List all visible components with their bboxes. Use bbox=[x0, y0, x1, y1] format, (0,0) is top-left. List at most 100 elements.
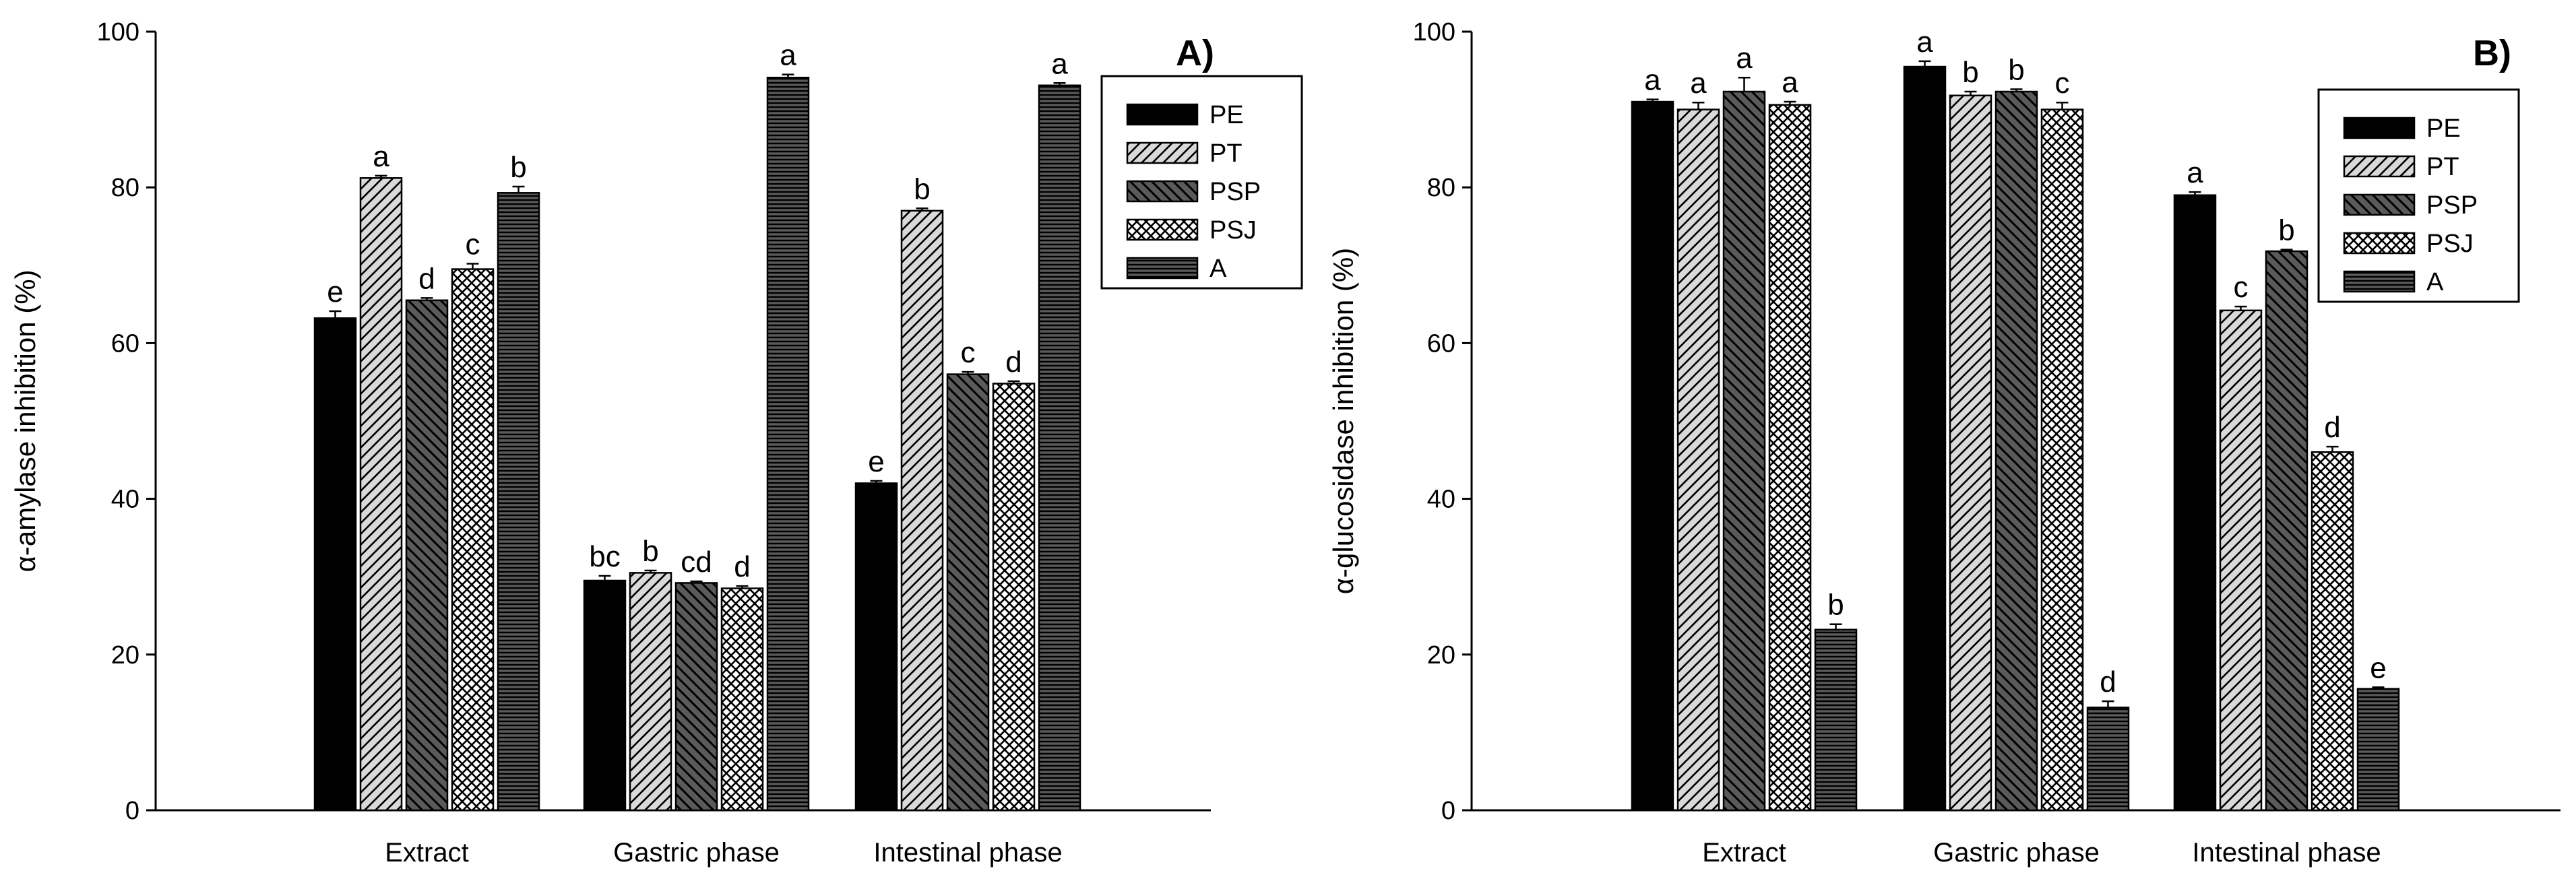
y-tick-label: 100 bbox=[1413, 18, 1455, 46]
bar-PSJ-0 bbox=[1768, 104, 1812, 812]
legend-label-PSJ: PSJ bbox=[1210, 216, 1257, 244]
x-tick-label: Extract bbox=[1702, 838, 1786, 868]
legend-swatch-A bbox=[2343, 270, 2416, 293]
y-axis-label: α-amylase inhibition (%) bbox=[9, 269, 41, 572]
significance-letter: c bbox=[961, 336, 976, 369]
significance-letter: b bbox=[642, 535, 658, 568]
significance-letter: e bbox=[2370, 651, 2386, 684]
bar-PSP-0 bbox=[405, 299, 449, 812]
y-tick-label: 20 bbox=[111, 641, 139, 670]
bar-PT-2 bbox=[2219, 309, 2263, 812]
legend-label-PE: PE bbox=[2426, 115, 2461, 143]
significance-letter: a bbox=[1690, 67, 1707, 100]
legend-label-PSP: PSP bbox=[1210, 178, 1261, 206]
significance-letter: a bbox=[1916, 26, 1933, 59]
significance-letter: b bbox=[1827, 589, 1844, 622]
bar-PE-1 bbox=[583, 579, 627, 812]
significance-letter: d bbox=[2100, 665, 2116, 698]
significance-letter: a bbox=[2187, 156, 2203, 189]
bar-PE-0 bbox=[313, 317, 357, 812]
bar-PSP-2 bbox=[2265, 250, 2308, 812]
x-tick-label: Intestinal phase bbox=[873, 838, 1062, 868]
x-tick-label: Extract bbox=[385, 838, 468, 868]
panel-label: B) bbox=[2473, 33, 2511, 73]
bar-PSP-2 bbox=[946, 373, 990, 812]
bar-PSP-0 bbox=[1722, 90, 1766, 812]
y-tick-label: 0 bbox=[125, 797, 139, 825]
x-tick-label: Gastric phase bbox=[613, 838, 780, 868]
legend-label-PT: PT bbox=[2426, 153, 2459, 181]
bar-A-1 bbox=[2086, 707, 2130, 812]
y-tick-label: 100 bbox=[97, 18, 139, 46]
bar-PE-2 bbox=[2173, 194, 2217, 812]
significance-letter: d bbox=[734, 550, 750, 583]
legend-label-A: A bbox=[2426, 268, 2444, 296]
legend-label-PSJ: PSJ bbox=[2426, 230, 2474, 258]
bar-PE-0 bbox=[1631, 100, 1674, 812]
bar-PSJ-1 bbox=[720, 587, 764, 812]
legend-label-PT: PT bbox=[1210, 139, 1243, 168]
bar-PT-1 bbox=[1949, 94, 1992, 812]
y-tick-label: 60 bbox=[111, 329, 139, 358]
legend-swatch-PT bbox=[1126, 141, 1199, 164]
bar-PT-2 bbox=[900, 209, 944, 812]
significance-letter: b bbox=[510, 151, 526, 184]
bar-PSP-1 bbox=[1994, 90, 2038, 812]
bar-PE-2 bbox=[854, 482, 898, 812]
bar-PSJ-2 bbox=[2311, 451, 2354, 812]
bar-PT-0 bbox=[1676, 108, 1720, 812]
bar-A-0 bbox=[497, 192, 540, 812]
significance-letter: d bbox=[2324, 411, 2340, 444]
significance-letter: a bbox=[1782, 66, 1798, 99]
significance-letter: c bbox=[2234, 271, 2249, 304]
panel-label: A) bbox=[1176, 33, 1214, 73]
bar-PSJ-1 bbox=[2040, 108, 2084, 812]
significance-letter: a bbox=[1051, 47, 1068, 80]
y-tick-label: 20 bbox=[1427, 641, 1455, 670]
significance-letter: b bbox=[2008, 54, 2024, 87]
significance-letter: b bbox=[1962, 56, 1978, 89]
significance-letter: d bbox=[1005, 346, 1022, 379]
significance-letter: a bbox=[373, 140, 389, 173]
legend-label-PSP: PSP bbox=[2426, 191, 2478, 220]
significance-letter: cd bbox=[681, 546, 712, 579]
significance-letter: c bbox=[466, 228, 480, 261]
y-tick-label: 60 bbox=[1427, 329, 1455, 358]
legend-swatch-A bbox=[1126, 257, 1199, 280]
bar-PSP-1 bbox=[674, 582, 718, 812]
legend-swatch-PSP bbox=[1126, 180, 1199, 203]
legend-swatch-PSJ bbox=[2343, 232, 2416, 255]
significance-letter: a bbox=[780, 39, 796, 72]
bar-A-2 bbox=[2356, 688, 2400, 812]
bar-A-1 bbox=[766, 76, 810, 812]
bar-PE-1 bbox=[1903, 65, 1947, 812]
significance-letter: c bbox=[2055, 67, 2070, 100]
legend-swatch-PE bbox=[1126, 103, 1199, 126]
x-tick-label: Gastric phase bbox=[1933, 838, 2100, 868]
y-tick-label: 80 bbox=[1427, 174, 1455, 202]
bar-PSJ-0 bbox=[451, 268, 495, 812]
legend: PE PT PSP PSJ A bbox=[1100, 75, 1303, 290]
significance-letter: a bbox=[1736, 42, 1753, 75]
y-tick-label: 40 bbox=[1427, 486, 1455, 514]
legend-swatch-PSP bbox=[2343, 193, 2416, 216]
y-tick-label: 40 bbox=[111, 486, 139, 514]
y-tick-label: 0 bbox=[1441, 797, 1455, 825]
significance-letter: e bbox=[327, 275, 343, 308]
bar-PT-0 bbox=[359, 177, 403, 812]
x-tick-label: Intestinal phase bbox=[2192, 838, 2381, 868]
y-tick-label: 80 bbox=[111, 174, 139, 202]
legend-label-PE: PE bbox=[1210, 101, 1244, 129]
significance-letter: d bbox=[418, 262, 435, 295]
y-axis-label: α-glucosidase inhibition (%) bbox=[1327, 248, 1359, 595]
bar-A-2 bbox=[1038, 84, 1081, 812]
legend-swatch-PT bbox=[2343, 155, 2416, 178]
legend-swatch-PE bbox=[2343, 117, 2416, 139]
significance-letter: e bbox=[868, 445, 884, 478]
significance-letter: b bbox=[2278, 214, 2294, 247]
panel-b: 0 20 40 60 80 100 α-glucosidase inhibition (%)… bbox=[1327, 18, 2561, 868]
legend-swatch-PSJ bbox=[1126, 218, 1199, 241]
bar-A-0 bbox=[1814, 628, 1858, 812]
bar-PT-1 bbox=[629, 572, 672, 812]
